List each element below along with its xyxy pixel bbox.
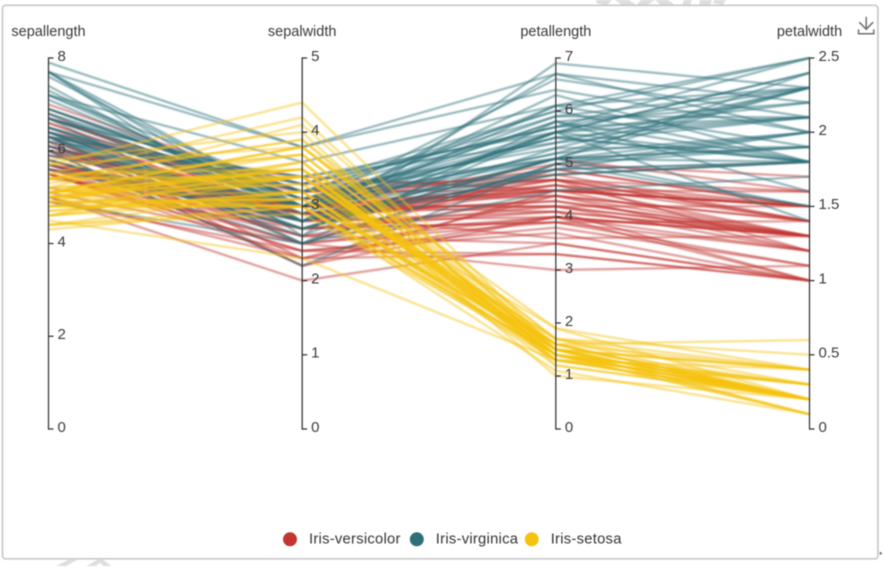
svg-text:3: 3: [565, 260, 573, 277]
svg-text:6: 6: [565, 101, 573, 118]
svg-text:0: 0: [565, 419, 573, 436]
svg-text:Iris-versicolor: Iris-versicolor: [309, 531, 401, 547]
svg-text:2: 2: [58, 326, 66, 343]
svg-text:1.5: 1.5: [819, 196, 840, 213]
svg-text:5: 5: [565, 154, 573, 171]
svg-text:Iris-virginica: Iris-virginica: [436, 531, 519, 547]
svg-text:2.5: 2.5: [819, 48, 840, 65]
svg-text:petalwidth: petalwidth: [777, 24, 842, 40]
svg-text:3: 3: [311, 196, 319, 213]
svg-text:2: 2: [311, 270, 319, 287]
svg-text:1: 1: [311, 345, 319, 362]
svg-text:5: 5: [311, 48, 319, 65]
svg-text:6: 6: [58, 141, 66, 158]
svg-text:0: 0: [819, 419, 827, 436]
svg-text:0.5: 0.5: [819, 345, 840, 362]
svg-text:sepalwidth: sepalwidth: [268, 24, 337, 40]
svg-text:0: 0: [311, 419, 319, 436]
svg-text:4: 4: [565, 207, 573, 224]
svg-text:4: 4: [58, 233, 66, 250]
svg-text:7: 7: [565, 48, 573, 65]
svg-text:1: 1: [819, 270, 827, 287]
svg-text:1: 1: [565, 366, 573, 383]
svg-text:Iris-setosa: Iris-setosa: [551, 531, 623, 547]
svg-text:2: 2: [565, 313, 573, 330]
svg-text:0: 0: [58, 419, 66, 436]
svg-text:8: 8: [58, 48, 66, 65]
svg-text:2: 2: [819, 122, 827, 139]
svg-text:sepallength: sepallength: [11, 24, 85, 40]
svg-text:petallength: petallength: [520, 24, 591, 40]
svg-text:4: 4: [311, 122, 319, 139]
